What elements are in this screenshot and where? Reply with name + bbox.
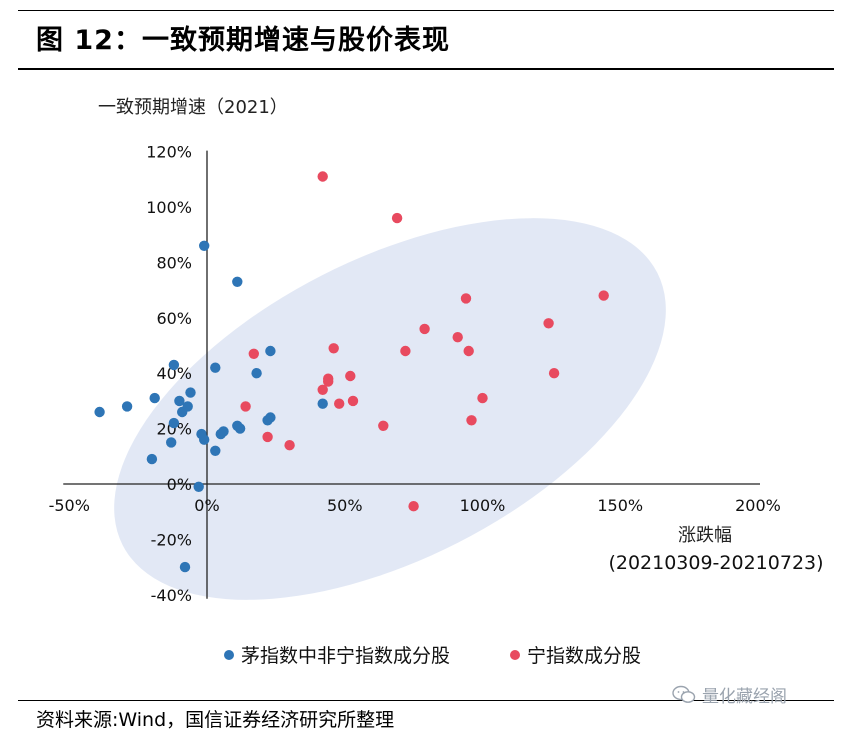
scatter-point-blue (182, 401, 193, 412)
scatter-point-red (317, 384, 328, 395)
source-note: 资料来源:Wind，国信证券经济研究所整理 (36, 709, 395, 731)
scatter-point-red (323, 373, 334, 384)
scatter-point-blue (168, 417, 180, 429)
scatter-point-blue (193, 481, 204, 492)
y-tick-label: 40% (156, 364, 192, 383)
top-rule (18, 10, 834, 11)
scatter-chart: 一致预期增速（2021） 120%100%80%60%40%20%0%-20%-… (49, 97, 824, 667)
scatter-point-red (548, 368, 560, 379)
y-tick-label: -20% (151, 530, 192, 549)
x-axis-subtitle: (20210309-20210723) (608, 552, 823, 574)
x-tick-label: 100% (460, 496, 506, 515)
legend-marker (510, 650, 520, 660)
scatter-point-red (408, 501, 419, 512)
scatter-point-red (466, 415, 477, 426)
scatter-point-red (317, 171, 328, 182)
scatter-point-blue (174, 395, 185, 407)
scatter-point-blue (210, 362, 221, 373)
y-tick-label: 100% (146, 198, 192, 217)
scatter-point-red (460, 293, 472, 304)
x-tick-label: -50% (49, 496, 90, 515)
y-tick-label: 20% (156, 420, 192, 439)
legend-label: 宁指数成分股 (527, 645, 641, 667)
scatter-point-red (477, 392, 488, 404)
scatter-point-blue (168, 359, 180, 371)
scatter-point-red (452, 332, 463, 343)
scatter-point-red (543, 318, 554, 329)
scatter-point-blue (234, 423, 246, 434)
highlight-ellipse (114, 218, 666, 600)
scatter-point-red (400, 345, 411, 357)
x-tick-label: 200% (735, 496, 781, 515)
watermark-text: 量化藏经阁 (702, 687, 787, 707)
y-tick-label: 60% (156, 309, 192, 328)
scatter-point-red (391, 212, 403, 224)
x-tick-label: 0% (194, 496, 219, 515)
scatter-point-red (463, 345, 474, 357)
scatter-point-red (334, 398, 345, 409)
scatter-point-blue (317, 398, 328, 409)
scatter-point-blue (210, 445, 221, 456)
footer-rule (18, 700, 834, 701)
scatter-point-red (248, 348, 259, 359)
scatter-point-red (419, 323, 430, 335)
scatter-point-blue (199, 434, 210, 445)
scatter-point-blue (149, 392, 160, 404)
scatter-point-blue (121, 401, 133, 412)
y-tick-label: -40% (151, 586, 192, 605)
scatter-point-blue (179, 561, 191, 573)
legend-marker (224, 650, 234, 660)
scatter-point-blue (232, 276, 243, 287)
scatter-point-blue (218, 426, 229, 437)
legend: 茅指数中非宁指数成分股 宁指数成分股 (224, 645, 641, 667)
y-tick-label: 0% (167, 475, 192, 494)
scatter-point-red (347, 395, 359, 407)
x-tick-label: 50% (327, 496, 363, 515)
header-rule (18, 68, 834, 70)
y-tick-label: 120% (146, 143, 192, 162)
scatter-point-red (598, 290, 609, 301)
scatter-point-blue (251, 368, 262, 379)
scatter-point-red (284, 440, 295, 451)
x-axis-title: 涨跌幅 (678, 525, 732, 546)
scatter-point-red (345, 370, 356, 382)
wechat-icon (672, 685, 696, 703)
scatter-point-blue (265, 345, 276, 357)
scatter-point-blue (166, 437, 177, 448)
scatter-point-blue (199, 240, 210, 251)
scatter-point-red (262, 431, 273, 443)
figure-title: 图 12：一致预期增速与股价表现 (36, 25, 450, 56)
scatter-point-blue (94, 406, 105, 418)
scatter-point-red (378, 420, 389, 431)
watermark: 量化藏经阁 (672, 682, 787, 707)
scatter-point-red (328, 343, 339, 354)
scatter-point-blue (146, 453, 158, 465)
legend-label: 茅指数中非宁指数成分股 (241, 645, 450, 667)
scatter-point-blue (185, 387, 196, 398)
x-tick-label: 150% (597, 496, 643, 515)
y-axis-title: 一致预期增速（2021） (98, 97, 288, 118)
scatter-point-blue (265, 412, 276, 423)
figure-header: 图 12：一致预期增速与股价表现 (0, 0, 843, 70)
y-tick-label: 80% (156, 253, 192, 272)
scatter-point-red (240, 401, 251, 412)
